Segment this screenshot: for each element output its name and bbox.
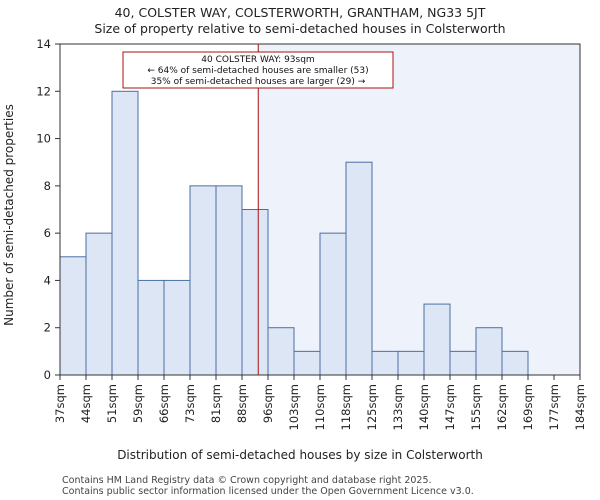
bar-66sqm — [163, 279, 191, 376]
y-axis-ticks: 0 2 4 6 8 10 12 14 — [36, 37, 60, 382]
y-tick-label: 12 — [36, 84, 51, 98]
x-tick-label: 118sqm — [339, 384, 353, 430]
y-axis-label: Number of semi-detached properties — [2, 104, 16, 326]
y-tick-label: 6 — [44, 226, 51, 240]
bar-73sqm — [189, 185, 217, 376]
x-tick-label: 81sqm — [209, 384, 223, 423]
larger-region-shade — [258, 44, 580, 375]
bar-88sqm — [241, 209, 269, 376]
x-tick-label: 140sqm — [417, 384, 431, 430]
plot-frame — [59, 43, 581, 376]
x-tick-label: 133sqm — [391, 384, 405, 430]
x-tick-label: 96sqm — [261, 384, 275, 423]
x-tick-label: 125sqm — [365, 384, 379, 430]
bar-118sqm — [345, 161, 373, 376]
x-tick-label: 37sqm — [53, 384, 67, 423]
x-tick-label: 66sqm — [157, 384, 171, 423]
bar-37sqm — [59, 256, 87, 376]
x-tick-label: 184sqm — [573, 384, 587, 430]
x-tick-label: 51sqm — [105, 384, 119, 423]
x-tick-label: 147sqm — [443, 384, 457, 430]
y-tick-label: 8 — [44, 179, 51, 193]
footer-line-1: Contains HM Land Registry data © Crown c… — [62, 475, 432, 486]
bar-44sqm — [85, 232, 113, 376]
bars-group — [59, 90, 529, 376]
bar-96sqm — [267, 327, 295, 376]
x-tick-label: 88sqm — [235, 384, 249, 423]
x-tick-label: 110sqm — [313, 384, 327, 430]
bar-162sqm — [501, 350, 529, 376]
bar-125sqm — [371, 350, 399, 376]
x-axis-label: Distribution of semi-detached houses by … — [117, 448, 483, 462]
annotation-line-1: 40 COLSTER WAY: 93sqm — [201, 55, 314, 65]
annotation-line-2: ← 64% of semi-detached houses are smalle… — [147, 66, 368, 76]
x-tick-label: 73sqm — [183, 384, 197, 423]
y-tick-label: 14 — [36, 37, 51, 51]
x-tick-label: 103sqm — [287, 384, 301, 430]
x-tick-label: 59sqm — [131, 384, 145, 423]
bar-110sqm — [319, 232, 347, 376]
annotation-line-3: 35% of semi-detached houses are larger (… — [151, 77, 366, 87]
x-tick-label: 162sqm — [495, 384, 509, 430]
y-tick-label: 2 — [44, 321, 51, 335]
y-tick-label: 4 — [44, 273, 51, 287]
bar-59sqm — [137, 279, 165, 376]
annotation-box — [122, 51, 394, 89]
bar-81sqm — [215, 185, 243, 376]
footer-line-2: Contains public sector information licen… — [62, 486, 474, 497]
y-tick-label: 0 — [44, 368, 51, 382]
x-tick-label: 44sqm — [79, 384, 93, 423]
x-tick-label: 169sqm — [521, 384, 535, 430]
bar-103sqm — [293, 350, 321, 376]
chart-title-line-2: Size of property relative to semi-detach… — [94, 21, 505, 36]
bar-133sqm — [397, 350, 425, 376]
y-tick-label: 10 — [36, 132, 51, 146]
bar-140sqm — [423, 303, 451, 376]
bar-155sqm — [475, 327, 503, 376]
x-axis-ticks: 37sqm 44sqm 51sqm 59sqm 66sqm 73sqm 81sqm 88sqm… — [53, 375, 587, 430]
bar-147sqm — [449, 350, 477, 376]
chart-title-line-1: 40, COLSTER WAY, COLSTERWORTH, GRANTHAM,… — [115, 5, 486, 20]
x-tick-label: 177sqm — [547, 384, 561, 430]
x-tick-label: 155sqm — [469, 384, 483, 430]
bar-51sqm — [111, 90, 139, 376]
